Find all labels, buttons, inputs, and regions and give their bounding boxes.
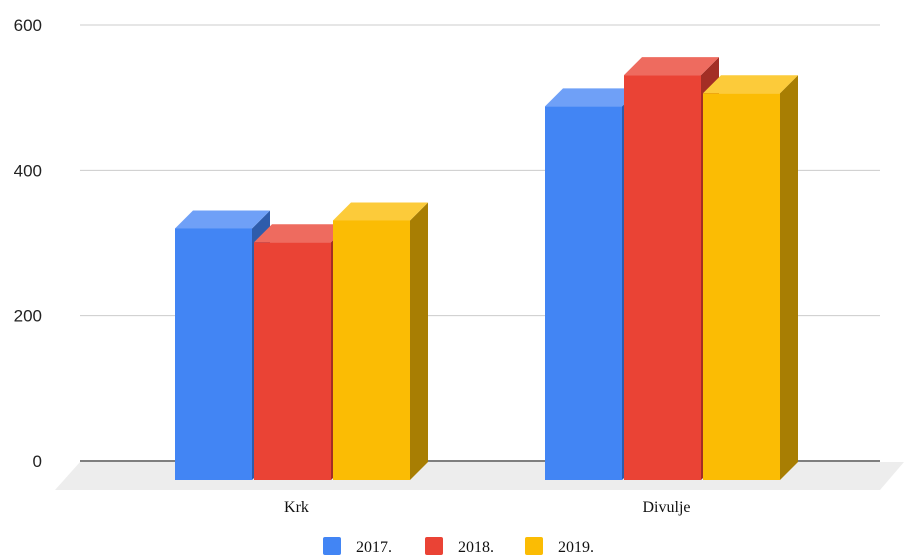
bar[interactable]	[175, 228, 252, 480]
bar[interactable]	[254, 242, 331, 480]
legend-label[interactable]: 2018.	[458, 539, 494, 555]
legend-swatch[interactable]	[323, 537, 341, 555]
legend-label[interactable]: 2019.	[558, 539, 594, 555]
y-tick-label: 600	[14, 16, 42, 35]
bar-side	[410, 202, 428, 480]
bar[interactable]	[545, 106, 622, 481]
bar-top	[175, 210, 270, 229]
bar[interactable]	[624, 75, 701, 480]
x-category-label: Krk	[284, 499, 309, 516]
bar-top	[703, 75, 798, 94]
bar-top	[545, 88, 640, 107]
bar-top	[254, 224, 349, 243]
x-category-label: Divulje	[643, 499, 691, 516]
legend-swatch[interactable]	[425, 537, 443, 555]
bar[interactable]	[703, 93, 780, 480]
legend-swatch[interactable]	[525, 537, 543, 555]
y-tick-label: 0	[33, 452, 42, 471]
y-tick-label: 400	[14, 161, 42, 180]
bar-top	[333, 202, 428, 221]
bar[interactable]	[333, 220, 410, 480]
bar-side	[780, 75, 798, 480]
legend-label[interactable]: 2017.	[356, 539, 392, 555]
y-tick-label: 200	[14, 307, 42, 326]
bar-top	[624, 57, 719, 76]
